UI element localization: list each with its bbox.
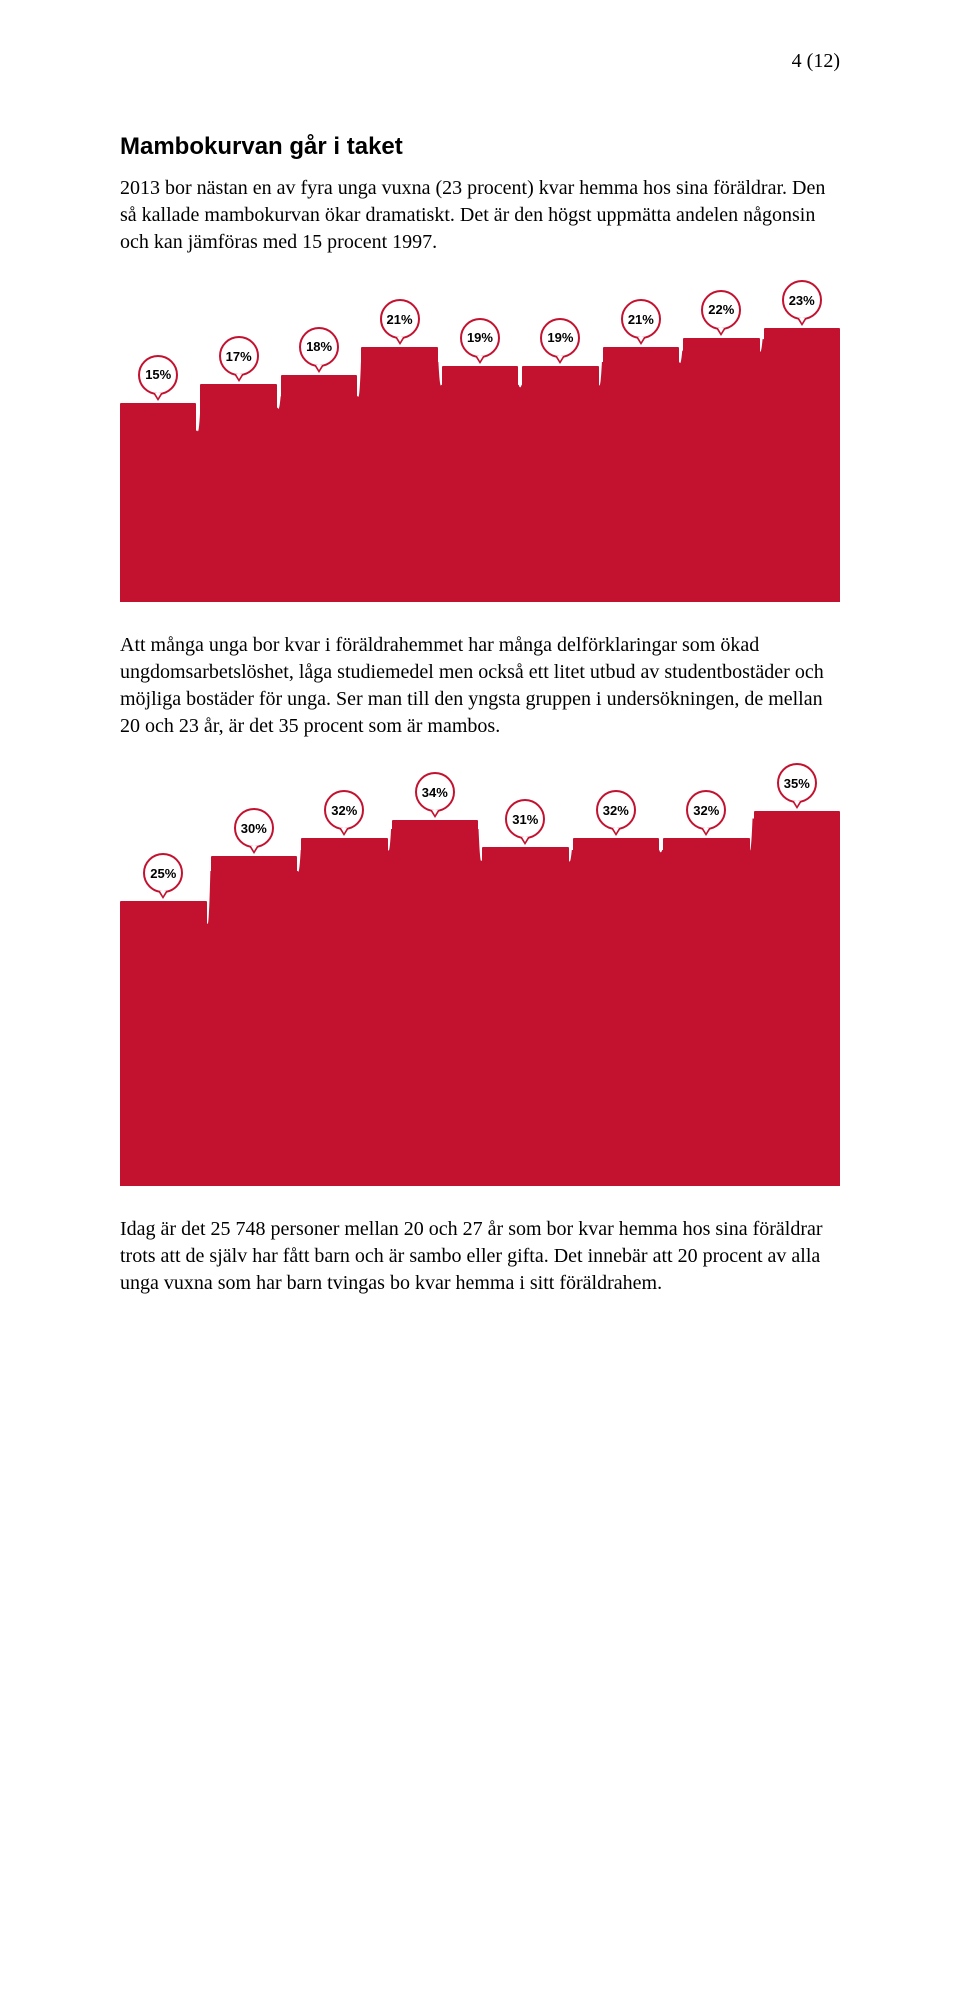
bar-column: 17%: [200, 282, 276, 542]
value-bubble: 35%: [777, 763, 817, 803]
x-axis-label: 2013: [764, 552, 840, 570]
x-axis: 19971999 20012003 20052007 20092011 2013: [120, 552, 840, 570]
x-axis-label: 1999: [200, 552, 276, 570]
chart-andel-mambo-aldersgrupp: 25% 30% 32% 34% 31% 32% 32% 35% 1997199920012003…: [120, 766, 840, 1186]
x-axis-label: 1997: [120, 1136, 207, 1154]
x-axis-label: 2003: [392, 1136, 479, 1154]
bar: [764, 328, 840, 542]
bar: [522, 366, 598, 542]
bar-column: 15%: [120, 282, 196, 542]
chart-caption: ANDEL MAMBO & ÅLDERSGRUPP 20-23 ÅR: [120, 1169, 840, 1186]
x-axis-label: 2003: [361, 552, 437, 570]
x-axis-label: 1999: [211, 1136, 298, 1154]
value-bubble: 32%: [686, 790, 726, 830]
value-bubble: 17%: [219, 336, 259, 376]
x-axis-label: 1997: [120, 552, 196, 570]
value-bubble: 21%: [380, 299, 420, 339]
page-number: 4 (12): [120, 50, 840, 73]
value-bubble: 30%: [234, 808, 274, 848]
x-axis-label: 2005: [442, 552, 518, 570]
chart-caption-left: ANDEL SOM BOR MED FÖRÄLDRAR: [120, 585, 392, 602]
bar-column: 22%: [683, 282, 759, 542]
value-bubble: 19%: [460, 318, 500, 358]
value-bubble: 25%: [143, 853, 183, 893]
bar-column: 19%: [522, 282, 598, 542]
x-axis-label: 2009: [663, 1136, 750, 1154]
value-bubble: 31%: [505, 799, 545, 839]
bar: [392, 820, 479, 1126]
bar-column: 32%: [301, 766, 388, 1126]
bar-column: 34%: [392, 766, 479, 1126]
value-bubble: 21%: [621, 299, 661, 339]
chart-andel-foraldrar: 15%17%18%21%19%19%21%22%23%1997199920012…: [120, 282, 840, 602]
bar-column: 32%: [573, 766, 660, 1126]
bar: [120, 403, 196, 542]
bar-column: 30%: [211, 766, 298, 1126]
bar: [603, 347, 679, 542]
bar-column: 18%: [281, 282, 357, 542]
bar: [281, 375, 357, 542]
paragraph-1: 2013 bor nästan en av fyra unga vuxna (2…: [120, 175, 840, 256]
section-heading: Mambokurvan går i taket: [120, 133, 840, 161]
value-bubble: 18%: [299, 327, 339, 367]
x-axis-label: 2005: [482, 1136, 569, 1154]
chart-rule: [120, 574, 840, 575]
chart-rule: [120, 1158, 840, 1159]
bar-column: 19%: [442, 282, 518, 542]
bar-column: 35%: [754, 766, 841, 1126]
bar: [683, 338, 759, 542]
bar-column: 23%: [764, 282, 840, 542]
value-bubble: 34%: [415, 772, 455, 812]
x-axis-label: 2011: [754, 1136, 841, 1154]
x-axis-label: 2007: [522, 552, 598, 570]
bar: [301, 838, 388, 1126]
x-axis-label: 2007: [573, 1136, 660, 1154]
bar: [200, 384, 276, 542]
chart-caption-left: ANDEL MAMBO & ÅLDERSGRUPP: [120, 1169, 375, 1186]
x-axis-label: 2001: [281, 552, 357, 570]
chart-caption: ANDEL SOM BOR MED FÖRÄLDRAR: [120, 585, 840, 602]
bar: [663, 838, 750, 1126]
chart-caption-right: 20-23 ÅR: [773, 1169, 840, 1186]
x-axis-label: 2009: [603, 552, 679, 570]
x-axis-label: 2011: [683, 552, 759, 570]
x-axis-label: 2001: [301, 1136, 388, 1154]
bar: [211, 856, 298, 1126]
bar: [120, 901, 207, 1126]
value-bubble: 19%: [540, 318, 580, 358]
value-bubble: 32%: [596, 790, 636, 830]
bar-column: 21%: [603, 282, 679, 542]
bar: [573, 838, 660, 1126]
bar: [754, 811, 841, 1126]
bar-column: 32%: [663, 766, 750, 1126]
paragraph-2: Att många unga bor kvar i föräldrahemmet…: [120, 632, 840, 740]
value-bubble: 22%: [701, 290, 741, 330]
bar: [482, 847, 569, 1126]
value-bubble: 32%: [324, 790, 364, 830]
chart-bars: 25% 30% 32% 34% 31% 32% 32% 35%: [120, 766, 840, 1126]
value-bubble: 15%: [138, 355, 178, 395]
value-bubble: 23%: [782, 280, 822, 320]
bar: [442, 366, 518, 542]
bar: [361, 347, 437, 542]
bar-column: 31%: [482, 766, 569, 1126]
bar-column: 25%: [120, 766, 207, 1126]
chart-bars: 15% 17% 18% 21% 19% 19% 21% 22% 23%: [120, 282, 840, 542]
x-axis: 19971999200120032005200720092011: [120, 1136, 840, 1154]
bar-column: 21%: [361, 282, 437, 542]
paragraph-3: Idag är det 25 748 personer mellan 20 oc…: [120, 1216, 840, 1297]
